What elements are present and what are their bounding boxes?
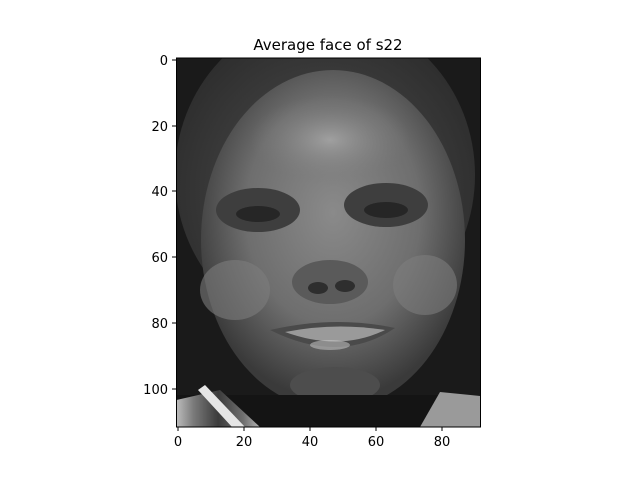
y-tick-label: 40 — [151, 185, 168, 200]
y-tick-label: 0 — [160, 54, 168, 69]
y-axis: 0 20 40 60 80 100 — [143, 54, 177, 398]
y-tick-label: 20 — [151, 120, 168, 135]
x-tick-label: 0 — [174, 435, 182, 450]
y-tick-label: 80 — [151, 317, 168, 332]
axes-frame — [176, 57, 481, 428]
figure-title: Average face of s22 — [253, 36, 402, 54]
y-tick-label: 60 — [151, 251, 168, 266]
face-image — [176, 58, 481, 427]
x-tick-label: 80 — [434, 435, 451, 450]
x-tick-label: 20 — [236, 435, 253, 450]
x-axis: 0 20 40 60 80 — [174, 427, 450, 450]
y-tick-label: 100 — [143, 383, 168, 398]
x-tick-label: 40 — [302, 435, 319, 450]
x-tick-label: 60 — [368, 435, 385, 450]
